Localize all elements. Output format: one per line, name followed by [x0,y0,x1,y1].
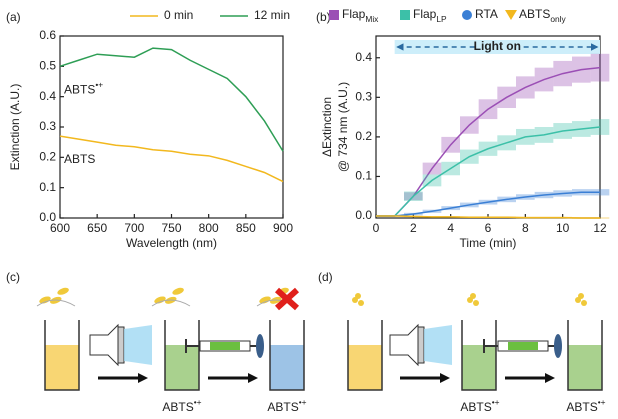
light-on-bg [475,41,520,53]
caption-sup: •+ [598,397,606,407]
light-on-label: Light on [474,39,521,53]
curve-label: ABTS•+ [64,80,103,97]
x-tick-label: 4 [447,221,454,235]
series-line [376,215,600,219]
legend-label-main: ABTS [519,7,550,21]
y-axis-label: ΔExtinction [320,97,334,157]
legend-label-main: RTA [475,7,498,21]
y-tick-label: 0.4 [39,89,56,103]
x-tick-label: 600 [50,221,70,235]
caption-main: ABTS [566,400,597,414]
x-tick-label: 12 [593,221,607,235]
panel-label: (d) [318,270,333,284]
y-tick-label: 0.4 [355,50,372,64]
panel-label: (b) [316,10,331,24]
legend-label-sub: Mix [365,14,379,24]
caption: ABTS•+ [267,397,306,414]
x-axis-label: Time (min) [460,236,517,250]
caption-sup: •+ [194,397,202,407]
y-tick-label: 0.1 [39,180,56,194]
legend-marker [400,10,410,20]
y-tick-label: 0.1 [355,169,372,183]
series-line [376,191,600,217]
x-tick-label: 10 [556,221,570,235]
legend-label: RTA [475,7,498,21]
x-tick-label: 700 [124,221,144,235]
y-tick-label: 0.0 [39,210,56,224]
y-tick-label: 0.3 [39,119,56,133]
legend-marker [329,10,339,20]
series-line [59,135,284,183]
legend-label: FlapMix [342,7,379,24]
x-axis-label: Wavelength (nm) [126,236,217,250]
caption-main: ABTS [162,400,193,414]
legend-marker [505,10,517,20]
y-tick-label: 0.0 [355,208,372,222]
caption: ABTS•+ [460,397,499,414]
curve-label-main: ABTS [64,152,95,166]
legend-label-main: Flap [413,7,437,21]
plot-frame [59,35,284,219]
legend-label: FlapLP [413,7,447,24]
x-tick-label: 6 [485,221,492,235]
curve-label: ABTS [64,152,95,166]
y-axis-label: @ 734 nm (A.U.) [336,82,350,172]
x-tick-label: 850 [236,221,256,235]
legend-label: 0 min [164,8,193,22]
y-tick-label: 0.3 [355,89,372,103]
legend-label: 12 min [254,8,290,22]
caption-main: ABTS [267,400,298,414]
legend-label-main: Flap [342,7,366,21]
caption-sup: •+ [299,397,307,407]
x-tick-label: 2 [410,221,417,235]
legend-marker [462,10,472,20]
x-tick-label: 900 [273,221,293,235]
caption-sup: •+ [492,397,500,407]
y-tick-label: 0.6 [39,28,56,42]
x-tick-label: 800 [199,221,219,235]
x-tick-label: 8 [522,221,529,235]
series-line [59,47,284,152]
x-tick-label: 0 [373,221,380,235]
caption: ABTS•+ [566,397,605,414]
legend-label-sub: LP [436,14,447,24]
panel-label: (a) [6,10,21,24]
x-tick-label: 650 [87,221,107,235]
series-line [376,126,601,217]
x-tick-label: 750 [161,221,181,235]
legend-label-sub: only [550,14,566,24]
y-tick-label: 0.2 [355,129,372,143]
panel-label: (c) [6,270,20,284]
y-tick-label: 0.2 [39,150,56,164]
legend-label: ABTSonly [519,7,567,24]
curve-label-sup: •+ [95,80,103,90]
diagram-c [36,285,305,391]
caption-main: ABTS [460,400,491,414]
caption: ABTS•+ [162,397,201,414]
y-tick-label: 0.5 [39,59,56,73]
diagram-d [347,293,603,391]
y-axis-label: Extinction (A.U.) [8,84,22,171]
curve-label-main: ABTS [64,83,95,97]
